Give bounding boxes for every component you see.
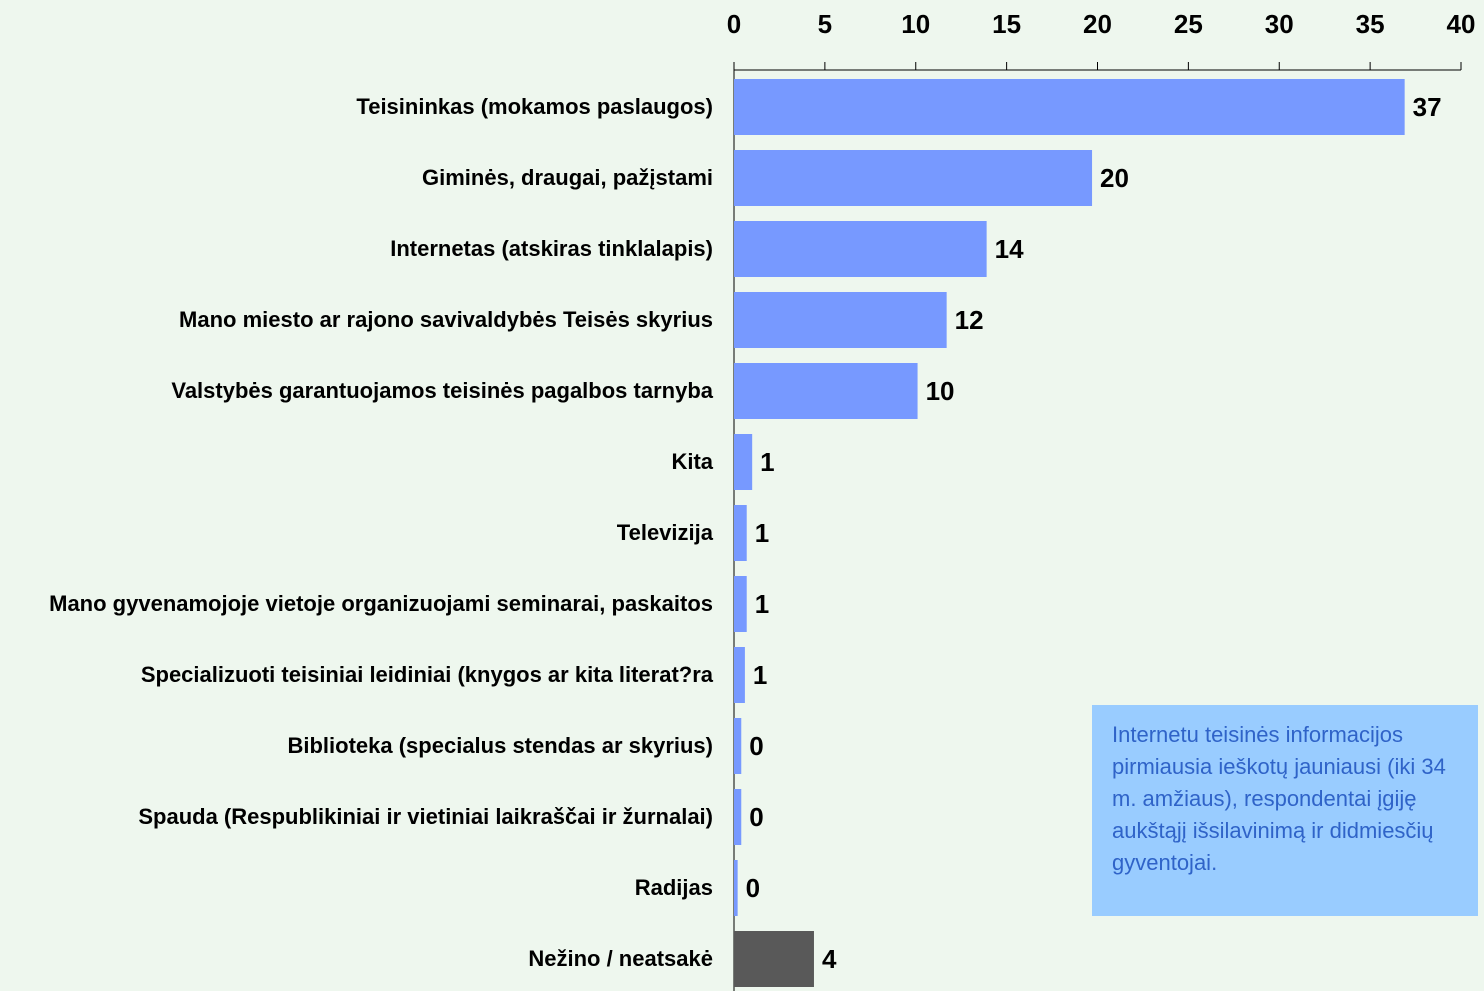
- value-label: 4: [822, 944, 837, 974]
- bar: [734, 150, 1093, 206]
- value-label: 0: [746, 873, 760, 903]
- category-label: Mano gyvenamojoje vietoje organizuojami …: [49, 591, 713, 616]
- value-label: 12: [955, 305, 984, 335]
- value-label: 0: [749, 802, 763, 832]
- category-label: Televizija: [616, 520, 713, 545]
- bar: [734, 931, 814, 987]
- x-tick-label: 10: [901, 9, 930, 39]
- bar: [734, 789, 742, 845]
- value-label: 1: [760, 447, 774, 477]
- value-label: 20: [1100, 163, 1129, 193]
- value-label: 14: [995, 234, 1024, 264]
- category-label: Specializuoti teisiniai leidiniai (knygo…: [140, 662, 713, 687]
- x-tick-label: 40: [1447, 9, 1476, 39]
- value-label: 1: [753, 660, 767, 690]
- x-tick-label: 20: [1083, 9, 1112, 39]
- bar: [734, 363, 918, 419]
- bar: [734, 221, 987, 277]
- value-label: 10: [926, 376, 955, 406]
- bar: [734, 292, 947, 348]
- category-label: Nežino / neatsakė: [528, 946, 713, 971]
- category-label: Internetas (atskiras tinklalapis): [390, 236, 713, 261]
- bar: [734, 576, 747, 632]
- category-label: Spauda (Respublikiniai ir vietiniai laik…: [138, 804, 713, 829]
- x-tick-label: 0: [727, 9, 741, 39]
- bar: [734, 647, 745, 703]
- bar: [734, 505, 747, 561]
- x-tick-label: 5: [818, 9, 832, 39]
- category-label: Mano miesto ar rajono savivaldybės Teisė…: [179, 307, 713, 332]
- category-label: Biblioteka (specialus stendas ar skyrius…: [287, 733, 713, 758]
- category-label: Radijas: [634, 875, 713, 900]
- category-label: Valstybės garantuojamos teisinės pagalbo…: [171, 378, 713, 403]
- x-tick-label: 30: [1265, 9, 1294, 39]
- value-label: 1: [755, 518, 769, 548]
- value-label: 0: [749, 731, 763, 761]
- category-label: Giminės, draugai, pažįstami: [422, 165, 713, 190]
- bar: [734, 860, 738, 916]
- bar: [734, 79, 1405, 135]
- value-label: 1: [755, 589, 769, 619]
- bar: [734, 718, 742, 774]
- category-label: Teisininkas (mokamos paslaugos): [356, 94, 713, 119]
- x-tick-label: 35: [1356, 9, 1385, 39]
- annotation: Internetu teisinės informacijos pirmiaus…: [1092, 705, 1478, 916]
- x-tick-label: 15: [992, 9, 1021, 39]
- x-tick-label: 25: [1174, 9, 1203, 39]
- value-label: 37: [1413, 92, 1442, 122]
- bar: [734, 434, 753, 490]
- category-label: Kita: [671, 449, 713, 474]
